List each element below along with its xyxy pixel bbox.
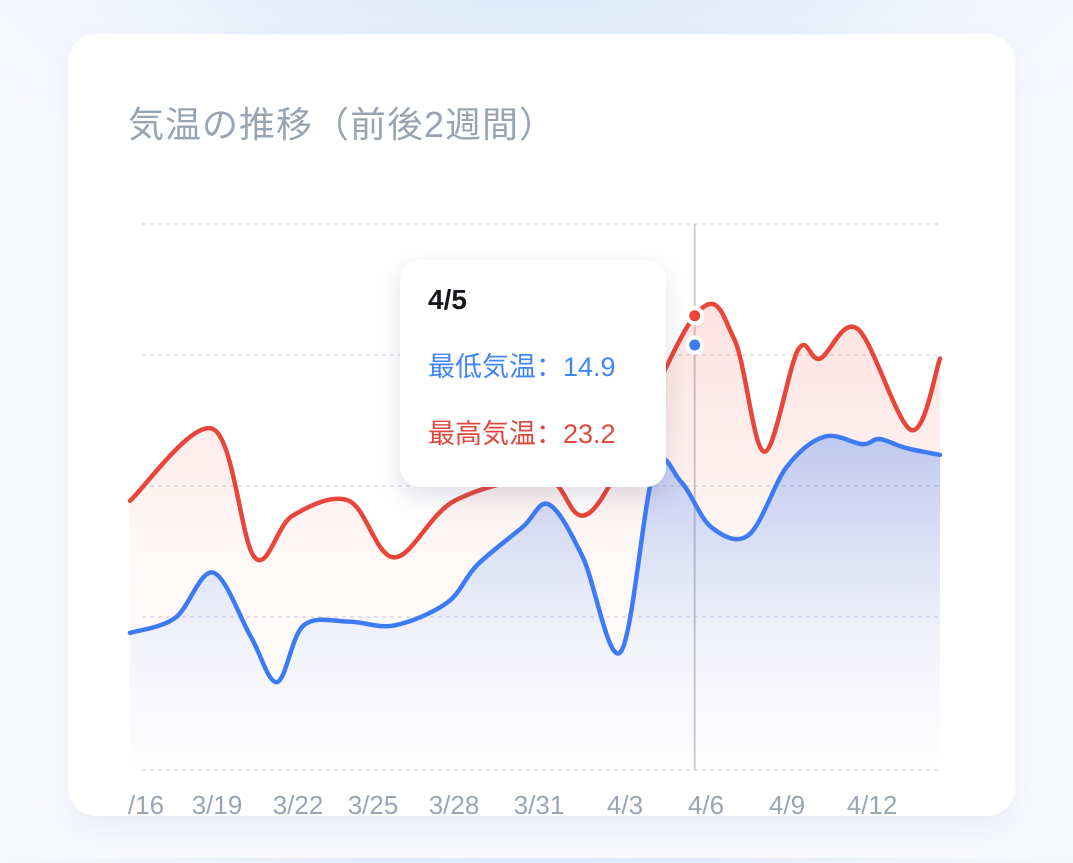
svg-text:4/12: 4/12 (847, 790, 898, 820)
svg-text:3/22: 3/22 (273, 790, 324, 820)
svg-text:3/19: 3/19 (192, 790, 243, 820)
svg-text:3/28: 3/28 (429, 790, 480, 820)
svg-text:/16: /16 (128, 790, 164, 820)
svg-text:4/6: 4/6 (688, 790, 724, 820)
svg-text:4/3: 4/3 (607, 790, 643, 820)
svg-text:4/9: 4/9 (769, 790, 805, 820)
svg-text:3/31: 3/31 (514, 790, 565, 820)
svg-text:3/25: 3/25 (348, 790, 399, 820)
